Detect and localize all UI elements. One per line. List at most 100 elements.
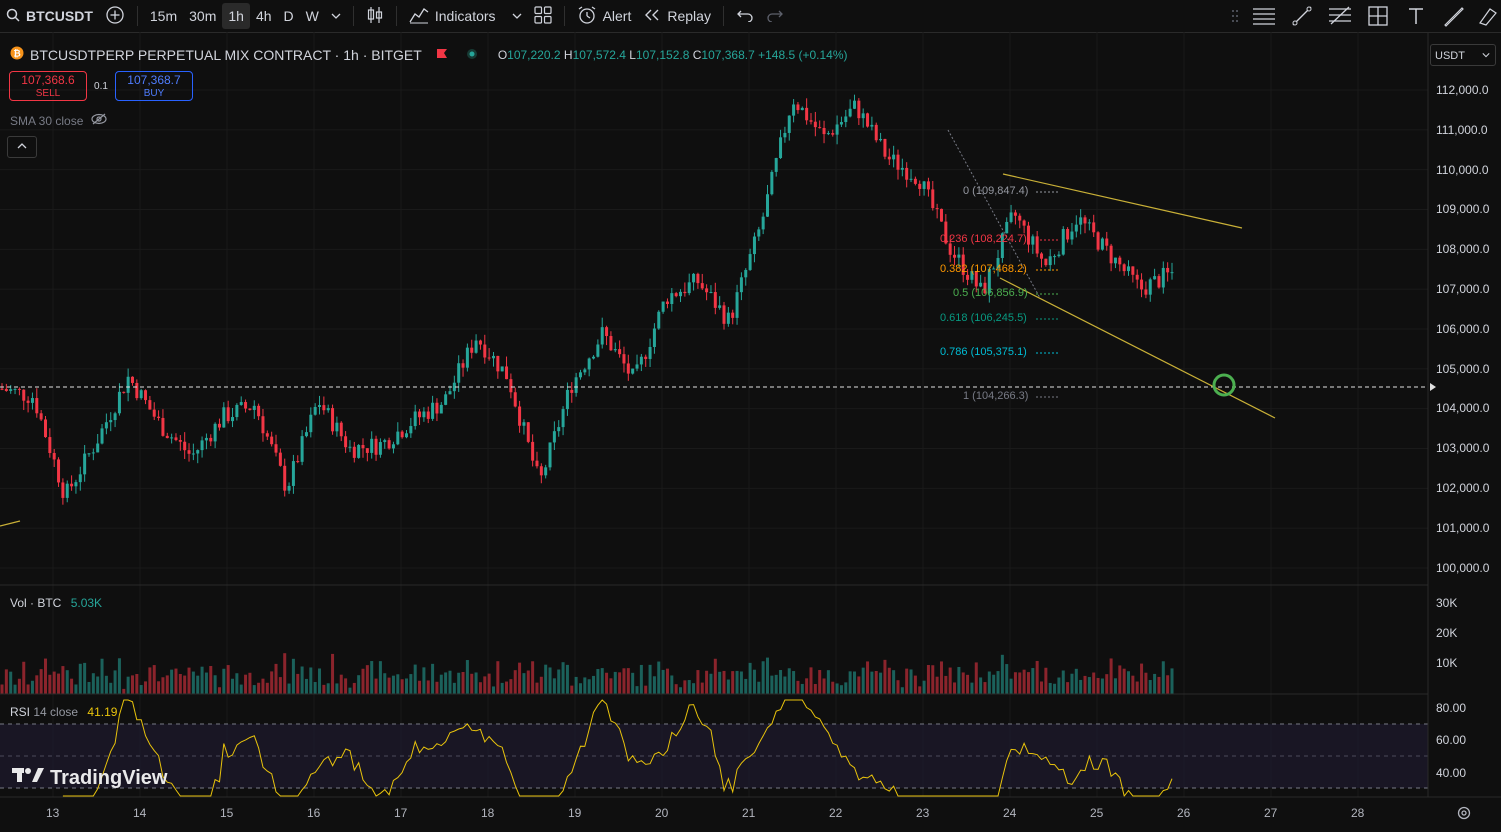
drag-handle-icon[interactable] <box>1225 0 1245 32</box>
ohlc-values: O107,220.2 H107,572.4 L107,152.8 C107,36… <box>497 47 848 62</box>
volume-bar <box>722 670 726 694</box>
candle-body <box>552 431 556 443</box>
text-tool-icon[interactable] <box>1397 0 1435 32</box>
volume-bar <box>109 682 113 694</box>
candle-body <box>1096 232 1100 250</box>
tradingview-logo[interactable]: TradingView <box>12 766 167 790</box>
candle-body <box>139 390 143 399</box>
replay-button[interactable]: Replay <box>637 0 717 32</box>
currency-label: USDT <box>1435 50 1465 62</box>
buy-button[interactable]: 107,368.7 BUY <box>115 71 193 101</box>
rewind-icon <box>643 8 661 25</box>
collapse-legend-button[interactable] <box>7 136 37 158</box>
rsi-legend[interactable]: RSI 14 close 41.19 <box>10 705 117 719</box>
volume-legend[interactable]: Vol · BTC 5.03K <box>10 596 102 610</box>
pattern-tool-icon[interactable] <box>1359 0 1397 32</box>
redo-button[interactable] <box>760 0 790 32</box>
interval-4h[interactable]: 4h <box>255 8 272 24</box>
candle-body <box>987 269 991 294</box>
candle-body <box>544 467 548 476</box>
sma-indicator-legend[interactable]: SMA 30 close <box>10 113 107 128</box>
candle-body <box>1044 258 1048 266</box>
brush-icon[interactable] <box>1435 0 1473 32</box>
candle-body <box>0 388 4 390</box>
volume-bar <box>957 666 961 694</box>
interval-dropdown[interactable] <box>325 0 347 32</box>
volume-bar <box>935 676 939 694</box>
symbol-search[interactable]: BTCUSDT <box>0 0 99 32</box>
sell-button[interactable]: 107,368.6 SELL <box>9 71 87 101</box>
interval-d[interactable]: D <box>283 8 294 24</box>
candle-body <box>596 344 600 357</box>
candle-body <box>748 254 752 270</box>
undo-button[interactable] <box>730 0 760 32</box>
volume-bar <box>1087 677 1091 694</box>
alert-button[interactable]: Alert <box>571 0 638 32</box>
candle-body <box>461 363 465 368</box>
eye-hidden-icon[interactable] <box>91 113 107 128</box>
flag-icon[interactable] <box>436 47 448 63</box>
candle-body <box>752 236 756 255</box>
volume-bar <box>926 664 930 694</box>
volume-bar <box>1035 660 1039 694</box>
candle-body <box>592 356 596 359</box>
candle-body <box>261 416 265 434</box>
chart-legend: ₿ BTCUSDTPERP PERPETUAL MIX CONTRACT · 1… <box>10 46 848 63</box>
bitcoin-icon: ₿ <box>10 46 24 63</box>
volume-bar <box>474 672 478 694</box>
indicators-button[interactable]: Indicators <box>403 0 528 32</box>
candle-body <box>605 327 609 337</box>
volume-bar <box>635 686 639 694</box>
volume-bar <box>448 670 452 694</box>
candle-body <box>400 431 404 438</box>
candle-body <box>244 402 248 409</box>
candle-body <box>639 356 643 365</box>
candle-body <box>761 216 765 230</box>
compare-symbol-button[interactable] <box>99 0 131 32</box>
candle-body <box>200 440 204 451</box>
interval-w[interactable]: W <box>305 8 319 24</box>
candle-body <box>365 448 369 453</box>
interval-15m[interactable]: 15m <box>149 8 178 24</box>
candle-body <box>374 438 378 455</box>
volume-bar <box>122 688 126 694</box>
candle-body <box>1140 279 1144 290</box>
candle-body <box>174 437 178 441</box>
candle-body <box>396 431 400 445</box>
fib-level-label: 0 (109,847.4) <box>963 185 1029 197</box>
interval-1h[interactable]: 1h <box>222 3 250 29</box>
candle-body <box>26 400 30 403</box>
candle-body <box>30 398 34 403</box>
interval-30m[interactable]: 30m <box>189 8 217 24</box>
alarm-clock-icon <box>577 5 597 28</box>
candle-body <box>996 257 1000 269</box>
candle-body <box>713 292 717 308</box>
volume-bar <box>418 680 422 694</box>
time-axis-label: 20 <box>655 806 669 820</box>
axis-settings-icon[interactable] <box>1456 805 1472 826</box>
candle-body <box>674 293 678 297</box>
currency-select[interactable]: USDT <box>1430 44 1496 66</box>
candle-body <box>652 328 656 348</box>
trend-line-icon[interactable] <box>1283 0 1321 32</box>
volume-bar <box>600 668 604 694</box>
candle-body <box>326 408 330 411</box>
horizontal-lines-icon[interactable] <box>1245 0 1283 32</box>
volume-bar <box>757 681 761 694</box>
candle-body <box>1148 279 1152 295</box>
candle-body <box>974 271 978 287</box>
fib-retracement-icon[interactable] <box>1321 0 1359 32</box>
volume-bar <box>731 671 735 694</box>
eraser-icon[interactable] <box>1473 0 1501 32</box>
volume-bar <box>9 671 13 694</box>
chart-type-button[interactable] <box>360 0 390 32</box>
volume-bar <box>913 675 917 694</box>
candle-body <box>900 167 904 170</box>
candle-body <box>705 288 709 293</box>
volume-bar <box>322 684 326 694</box>
candle-body <box>196 450 200 454</box>
layouts-button[interactable] <box>528 0 558 32</box>
volume-bar <box>344 678 348 694</box>
candle-body <box>457 363 461 383</box>
